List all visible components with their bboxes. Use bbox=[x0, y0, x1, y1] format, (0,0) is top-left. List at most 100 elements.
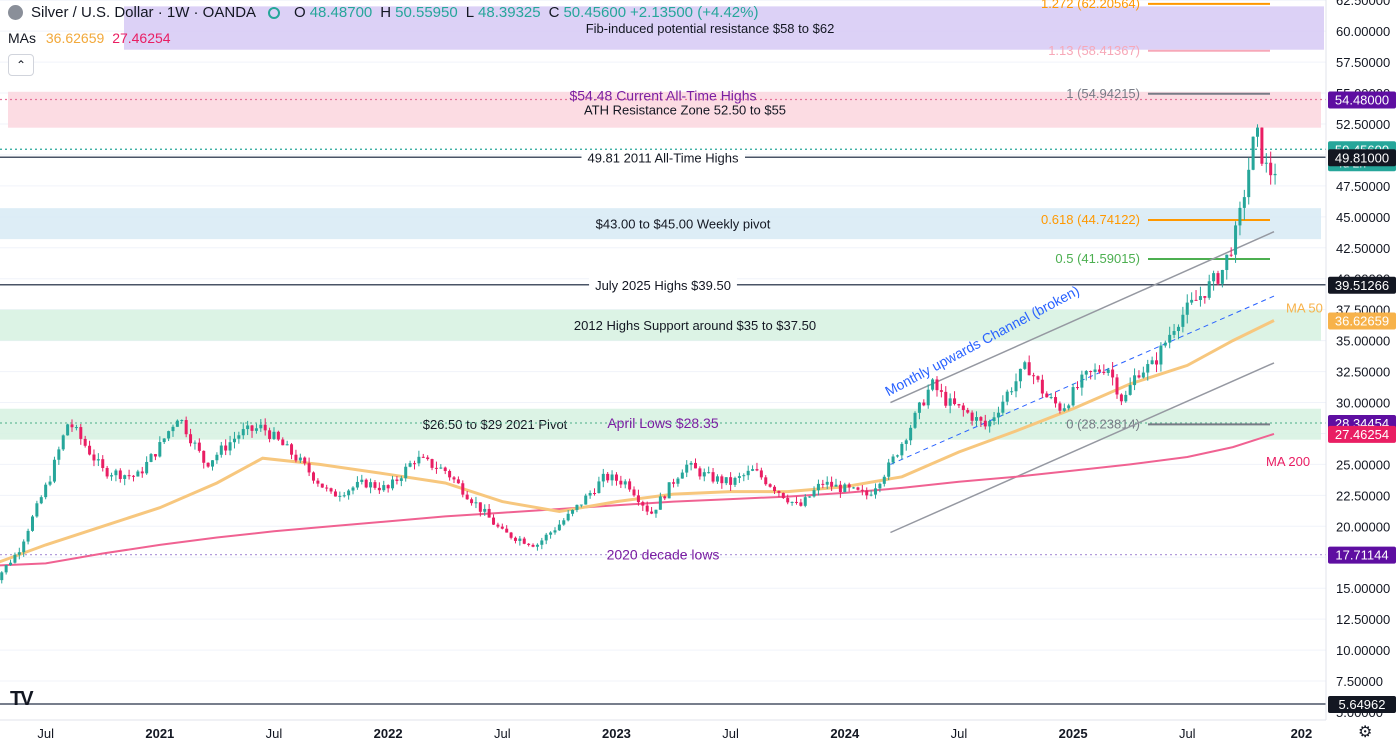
candle-body bbox=[663, 496, 667, 499]
candle-body bbox=[1119, 394, 1123, 402]
candle-body bbox=[320, 483, 324, 488]
candle-body bbox=[606, 473, 610, 481]
candle-body bbox=[1190, 299, 1194, 303]
ma200-value: 27.46254 bbox=[112, 30, 171, 46]
candle-body bbox=[338, 495, 342, 497]
candle-body bbox=[672, 482, 676, 484]
candle-body bbox=[127, 475, 131, 477]
channel-upper-line bbox=[890, 230, 1275, 404]
change-value: +2.13500 (+4.42%) bbox=[630, 4, 759, 21]
zone-band bbox=[124, 6, 1324, 50]
market-status-icon bbox=[268, 6, 281, 19]
collapse-legend-button[interactable]: ⌃ bbox=[8, 54, 34, 76]
y-tick-label: 32.50000 bbox=[1336, 365, 1390, 380]
silver-symbol-icon bbox=[8, 5, 23, 20]
y-tick-label: 62.50000 bbox=[1336, 0, 1390, 8]
candle-body bbox=[1150, 360, 1154, 365]
candle-body bbox=[1023, 362, 1027, 369]
y-tick-label: 47.50000 bbox=[1336, 179, 1390, 194]
candle-body bbox=[281, 439, 285, 446]
candle-body bbox=[711, 472, 715, 482]
candle-body bbox=[382, 485, 386, 491]
level-label: 49.81 2011 All-Time Highs bbox=[587, 150, 739, 165]
candle-body bbox=[110, 475, 114, 477]
candle-body bbox=[66, 424, 70, 436]
open-label: O bbox=[294, 4, 306, 21]
price-axis-label-bg bbox=[1328, 546, 1396, 564]
candle-body bbox=[1251, 136, 1255, 170]
candle-body bbox=[1124, 394, 1128, 402]
candle-body bbox=[794, 501, 798, 503]
ma50-value: 36.62659 bbox=[45, 30, 105, 46]
candle-body bbox=[614, 474, 618, 481]
candle-body bbox=[1010, 391, 1014, 393]
candle-body bbox=[544, 534, 548, 541]
candle-body bbox=[1234, 225, 1238, 255]
fib-label: 1.13 (58.41367) bbox=[1048, 43, 1140, 58]
y-tick-label: 35.00000 bbox=[1336, 334, 1390, 349]
price-axis-label-bg bbox=[1328, 91, 1396, 109]
candle-body bbox=[404, 466, 408, 479]
candle-body bbox=[1093, 369, 1097, 372]
settings-gear-icon[interactable]: ⚙ bbox=[1358, 724, 1373, 741]
zone-band bbox=[0, 309, 1321, 341]
candle-body bbox=[623, 481, 627, 485]
y-tick-label: 12.50000 bbox=[1336, 612, 1390, 627]
candle-body bbox=[970, 412, 974, 421]
candle-body bbox=[733, 477, 737, 485]
candle-body bbox=[0, 572, 4, 581]
x-tick-label: 2023 bbox=[602, 726, 631, 741]
candle-body bbox=[720, 476, 724, 484]
candle-body bbox=[1014, 381, 1018, 392]
zone-label: ATH Resistance Zone 52.50 to $55 bbox=[584, 103, 786, 118]
candle-body bbox=[474, 502, 478, 504]
candle-body bbox=[456, 479, 460, 484]
candle-body bbox=[430, 459, 434, 468]
candle-body bbox=[715, 476, 719, 482]
candle-body bbox=[1084, 371, 1088, 375]
candle-body bbox=[917, 402, 921, 413]
candle-body bbox=[636, 495, 640, 503]
candle-body bbox=[149, 454, 153, 462]
candle-body bbox=[549, 532, 553, 535]
candle-body bbox=[777, 491, 781, 493]
candle-body bbox=[513, 537, 517, 541]
candle-body bbox=[13, 554, 17, 563]
candle-body bbox=[869, 494, 873, 496]
candle-body bbox=[961, 405, 965, 411]
y-tick-label: 45.00000 bbox=[1336, 210, 1390, 225]
candle-body bbox=[131, 475, 135, 477]
candle-body bbox=[1137, 375, 1141, 378]
candle-body bbox=[632, 489, 636, 496]
candle-body bbox=[83, 438, 87, 446]
tradingview-logo[interactable]: TV bbox=[10, 688, 34, 710]
candle-body bbox=[1273, 173, 1277, 176]
candle-body bbox=[232, 438, 236, 443]
fib-label: 1.272 (62.20564) bbox=[1041, 0, 1140, 11]
price-axis-label: 36.62659 bbox=[1335, 313, 1389, 328]
candle-body bbox=[1185, 302, 1189, 315]
symbol-title[interactable]: Silver / U.S. Dollar · 1W · OANDA bbox=[31, 4, 257, 21]
candle-body bbox=[557, 524, 561, 531]
candle-body bbox=[1133, 375, 1137, 386]
candle-body bbox=[948, 398, 952, 406]
price-axis-label-bg bbox=[1328, 425, 1396, 443]
y-tick-label: 10.00000 bbox=[1336, 643, 1390, 658]
candle-body bbox=[171, 426, 175, 432]
fib-label: 0.618 (44.74122) bbox=[1041, 212, 1140, 227]
price-axis-label-bg bbox=[1328, 312, 1396, 330]
y-tick-label: 20.00000 bbox=[1336, 519, 1390, 534]
candle-body bbox=[571, 509, 575, 514]
candle-body bbox=[189, 434, 193, 444]
candle-body bbox=[601, 473, 605, 482]
candle-body bbox=[597, 481, 601, 494]
candle-body bbox=[1207, 281, 1211, 298]
candle-body bbox=[417, 456, 421, 464]
moving-averages-legend[interactable]: MAs 36.62659 27.46254 bbox=[8, 30, 171, 46]
candle-body bbox=[114, 470, 118, 476]
candle-body bbox=[360, 479, 364, 482]
candle-body bbox=[1194, 299, 1198, 301]
candle-body bbox=[790, 501, 794, 503]
candle-body bbox=[241, 429, 245, 436]
